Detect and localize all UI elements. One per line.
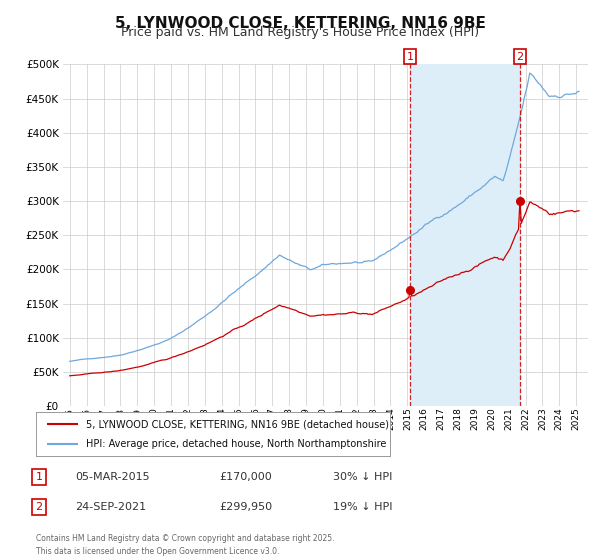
Text: 1: 1 — [35, 472, 43, 482]
Text: 30% ↓ HPI: 30% ↓ HPI — [333, 472, 392, 482]
Bar — [410, 64, 520, 406]
Text: 5, LYNWOOD CLOSE, KETTERING, NN16 9BE (detached house): 5, LYNWOOD CLOSE, KETTERING, NN16 9BE (d… — [86, 419, 389, 429]
Text: 2: 2 — [35, 502, 43, 512]
Text: Contains HM Land Registry data © Crown copyright and database right 2025.
This d: Contains HM Land Registry data © Crown c… — [36, 534, 335, 556]
Text: 1: 1 — [407, 52, 413, 62]
Text: £299,950: £299,950 — [219, 502, 272, 512]
Text: £170,000: £170,000 — [219, 472, 272, 482]
Text: 05-MAR-2015: 05-MAR-2015 — [75, 472, 149, 482]
Text: 2: 2 — [517, 52, 523, 62]
Text: 5, LYNWOOD CLOSE, KETTERING, NN16 9BE: 5, LYNWOOD CLOSE, KETTERING, NN16 9BE — [115, 16, 485, 31]
Text: 24-SEP-2021: 24-SEP-2021 — [75, 502, 146, 512]
Text: 19% ↓ HPI: 19% ↓ HPI — [333, 502, 392, 512]
Text: HPI: Average price, detached house, North Northamptonshire: HPI: Average price, detached house, Nort… — [86, 439, 386, 449]
Text: Price paid vs. HM Land Registry's House Price Index (HPI): Price paid vs. HM Land Registry's House … — [121, 26, 479, 39]
